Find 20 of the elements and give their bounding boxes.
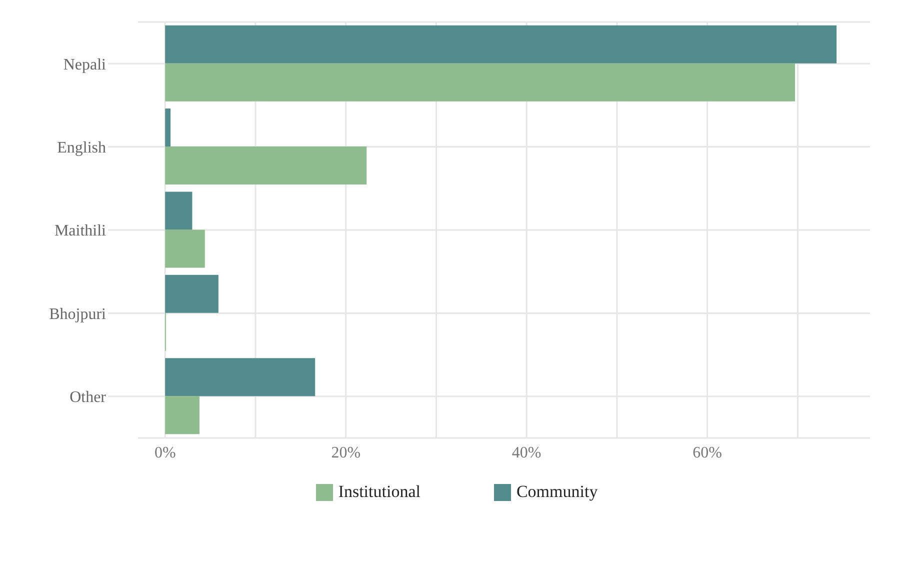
y-tick-label: Bhojpuri [49,306,107,323]
legend-label: Institutional [338,482,420,502]
bar [165,396,200,434]
x-tick-label: 20% [331,444,361,462]
bar [165,63,795,102]
x-tick-label: 40% [512,444,542,462]
bar [165,25,837,64]
y-tick-label: Nepali [63,56,107,74]
bar [165,358,316,396]
bar [165,274,218,313]
legend-label: Community [516,482,598,502]
bar [165,146,367,185]
y-tick-label: Other [70,389,107,406]
bar [165,230,205,268]
x-tick-label: 60% [692,444,722,462]
y-tick-label: English [57,139,106,156]
bar [165,192,192,230]
x-tick-label: 0% [154,444,176,462]
bar [165,108,171,147]
y-tick-label: Maithili [54,222,107,240]
